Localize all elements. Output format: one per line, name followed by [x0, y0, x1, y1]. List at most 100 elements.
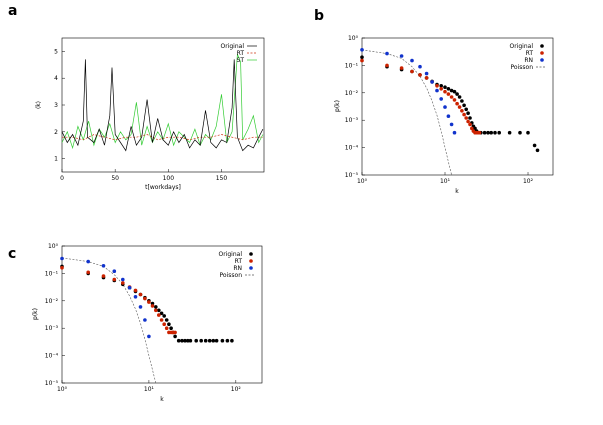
- chart-b-point-rt: [443, 89, 447, 94]
- chart-c-point-rt: [157, 313, 161, 317]
- chart-b-point-rt: [418, 73, 422, 77]
- chart-c-legend-swatch: [249, 259, 253, 263]
- chart-b-point-original: [455, 92, 459, 96]
- chart-b-point-original: [443, 85, 447, 89]
- chart-b-point-rt: [452, 98, 457, 102]
- chart-b-point-rn: [435, 88, 439, 93]
- chart-a-xtick-label: 100: [163, 175, 175, 182]
- chart-b-point-rt: [460, 109, 464, 113]
- chart-a-ytick-label: 3: [54, 102, 58, 109]
- chart-b-frame: [361, 37, 554, 176]
- chart-b-point-rt: [464, 116, 469, 120]
- chart-a-series-st: [61, 53, 264, 150]
- chart-b-point-rn: [410, 58, 414, 63]
- chart-b-legend-swatch: [540, 51, 544, 55]
- chart-a-ylabel: ⟨k⟩: [35, 101, 42, 109]
- chart-b-ytick-label: 10⁻¹: [345, 62, 359, 69]
- chart-c-point-original: [207, 338, 212, 343]
- chart-b-point-rn: [452, 130, 457, 135]
- chart-c-ytick-label: 10⁻⁵: [45, 380, 59, 387]
- chart-b-point-rt: [385, 63, 389, 68]
- chart-b-point-original: [360, 55, 364, 59]
- chart-c-point-rt: [86, 270, 90, 275]
- chart-b-ylabel: p(k): [334, 100, 341, 112]
- panel-label-a: a: [8, 3, 17, 19]
- chart-c-legend-label: RT: [235, 258, 243, 265]
- chart-b-point-rn: [446, 114, 451, 118]
- chart-b-point-rn: [424, 71, 429, 76]
- chart-a-xlabel: t[workdays]: [145, 184, 181, 191]
- chart-c-point-original: [186, 338, 190, 343]
- chart-c-point-original: [162, 314, 166, 318]
- chart-c-point-rt: [133, 288, 138, 293]
- chart-c-point-original: [169, 326, 173, 331]
- chart-c-ytick-label: 10⁻⁴: [45, 353, 59, 360]
- chart-b-point-original: [493, 130, 497, 135]
- chart-a-legend-label: ST: [237, 57, 245, 64]
- chart-c-point-rn: [101, 264, 106, 268]
- chart-c-point-rt: [162, 322, 166, 327]
- chart-c-point-rn: [60, 256, 64, 261]
- chart-b-point-rn: [449, 122, 454, 127]
- chart-c-point-original: [173, 334, 177, 339]
- chart-c-xlabel: k: [160, 396, 164, 403]
- chart-c-legend-swatch: [249, 252, 253, 256]
- chart-a-series-original: [61, 59, 264, 152]
- chart-b-series-poisson: [361, 49, 452, 176]
- chart-c-point-rt: [138, 292, 143, 297]
- chart-c-point-original: [203, 338, 208, 343]
- chart-b-ytick-label: 10⁻³: [345, 117, 359, 124]
- chart-c-point-rt: [101, 274, 106, 278]
- panel-label-c: c: [8, 246, 16, 262]
- chart-b-point-original: [460, 99, 464, 103]
- chart-c-point-original: [211, 338, 216, 343]
- chart-c-ytick-label: 10⁻²: [45, 298, 59, 305]
- chart-b-point-rt: [468, 122, 472, 127]
- chart-c-ytick-label: 10⁻³: [45, 325, 59, 332]
- chart-c-point-rn: [121, 277, 125, 282]
- chart-a-ytick-label: 2: [54, 129, 58, 136]
- chart-b-point-rt: [455, 101, 459, 106]
- chart-c-point-original: [164, 318, 169, 322]
- chart-a-ytick-label: 5: [54, 48, 58, 55]
- chart-b-point-rt: [462, 112, 466, 117]
- chart-c-legend-label: RN: [233, 265, 242, 272]
- chart-c-point-original: [167, 322, 171, 327]
- chart-c-point-rt: [164, 326, 169, 331]
- chart-a-legend-label: Original: [221, 43, 245, 50]
- chart-c-point-original: [225, 338, 230, 343]
- chart-b-legend-label: Original: [510, 43, 534, 50]
- chart-b-point-original: [462, 103, 466, 108]
- chart-b-point-original: [518, 130, 522, 135]
- chart-c-legend-swatch: [249, 266, 253, 270]
- chart-c-point-rt: [143, 296, 147, 301]
- chart-b-point-rn: [443, 105, 447, 109]
- chart-b-legend-swatch: [540, 58, 544, 62]
- chart-b-point-original: [439, 84, 444, 88]
- chart-c-point-original: [230, 338, 234, 343]
- chart-b-point-original: [532, 143, 537, 148]
- chart-b-point-rt: [446, 92, 451, 96]
- chart-b-point-rn: [439, 97, 444, 101]
- chart-b-legend-label: Poisson: [511, 64, 534, 71]
- chart-b-point-original: [468, 116, 472, 120]
- chart-b-point-rn: [399, 54, 404, 58]
- chart-c-point-rt: [154, 308, 158, 313]
- chart-b-point-original: [446, 87, 451, 91]
- chart-c-point-rt: [159, 318, 164, 322]
- chart-b-point-rn: [418, 64, 422, 69]
- chart-b-point-original: [449, 88, 454, 93]
- chart-b-point-rt: [410, 69, 414, 74]
- chart-c-point-rn: [112, 269, 117, 274]
- chart-b-point-original: [464, 107, 469, 112]
- chart-c-ylabel: p(k): [32, 308, 39, 320]
- chart-a-xtick-label: 50: [111, 175, 119, 182]
- chart-c-xtick-label: 10⁰: [57, 386, 68, 393]
- chart-b-point-original: [507, 130, 512, 135]
- chart-b-point-rn: [385, 51, 389, 56]
- chart-b-xtick-label: 10¹: [440, 178, 451, 185]
- chart-a-ytick-label: 4: [54, 75, 58, 82]
- chart-b-point-original: [466, 111, 470, 115]
- chart-c-xtick-label: 10¹: [144, 386, 155, 393]
